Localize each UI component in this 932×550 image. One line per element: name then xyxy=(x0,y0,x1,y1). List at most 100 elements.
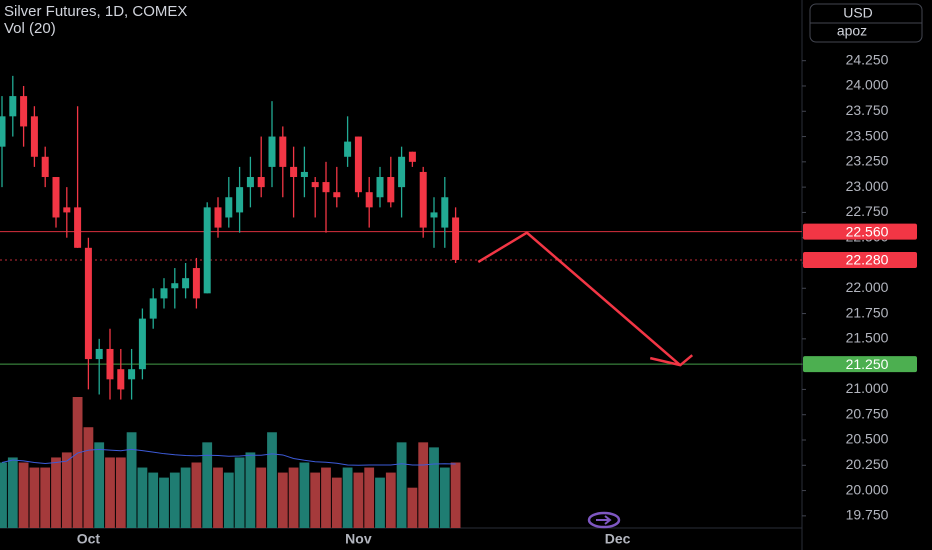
y-tick-label: 23.500 xyxy=(846,127,889,143)
candle-body xyxy=(20,96,28,127)
y-tick-label: 21.750 xyxy=(846,304,889,320)
candle-body xyxy=(268,136,276,167)
volume-bar xyxy=(234,457,245,528)
volume-bar xyxy=(299,462,310,528)
candle-body xyxy=(63,207,71,213)
volume-bar xyxy=(288,467,299,528)
y-tick-label: 23.250 xyxy=(846,153,889,169)
candle-body xyxy=(322,182,330,193)
candle-body xyxy=(344,141,352,157)
volume-bar xyxy=(331,477,342,528)
volume-bar xyxy=(202,442,213,528)
x-tick-label: Oct xyxy=(77,531,101,547)
volume-bar xyxy=(375,477,385,528)
candle-body xyxy=(311,182,319,188)
candle-body xyxy=(300,171,308,178)
volume-bar xyxy=(364,467,375,528)
volume-bar xyxy=(223,472,234,528)
volume-bar xyxy=(126,432,137,528)
y-tick-label: 21.000 xyxy=(846,380,889,396)
volume-bar xyxy=(180,467,191,528)
candle-body xyxy=(441,197,449,228)
volume-bar xyxy=(72,397,83,528)
price-badge-label: 22.280 xyxy=(846,252,889,268)
candle-body xyxy=(236,187,244,213)
volume-bar xyxy=(148,472,159,528)
candle-body xyxy=(149,298,157,319)
replay-icon[interactable] xyxy=(587,511,621,529)
volume-bar xyxy=(51,457,61,528)
candle-body xyxy=(225,197,233,218)
volume-bar xyxy=(40,467,51,528)
candle-body xyxy=(138,318,146,370)
volume-bar xyxy=(310,472,321,528)
candle-body xyxy=(106,348,114,380)
candle-body xyxy=(117,369,125,390)
price-badge xyxy=(803,356,917,373)
volume-bar xyxy=(137,467,148,528)
candle-body xyxy=(0,116,6,147)
volume-bar xyxy=(245,452,256,528)
volume-ma xyxy=(1,448,456,466)
candle-body xyxy=(419,171,427,228)
y-tick-label: 24.000 xyxy=(846,77,889,93)
plot xyxy=(0,397,461,528)
volume-bar xyxy=(396,442,407,528)
candle-body xyxy=(214,207,222,228)
candle-body xyxy=(203,207,211,294)
y-tick-label: 23.750 xyxy=(846,102,889,118)
x-tick-label: Dec xyxy=(605,531,631,547)
candle-body xyxy=(41,156,49,178)
candle-body xyxy=(365,192,373,208)
volume-bar xyxy=(342,467,353,528)
volume-bar xyxy=(450,462,461,528)
volume-bar xyxy=(7,457,18,528)
candle-body xyxy=(452,217,460,260)
candle-body xyxy=(354,136,362,193)
y-tick-label: 24.250 xyxy=(846,51,889,67)
candle-body xyxy=(128,369,136,380)
candle-body xyxy=(398,156,406,188)
volume-bar xyxy=(353,472,364,528)
candle-body xyxy=(387,177,395,203)
y-tick-label: 23.000 xyxy=(846,178,889,194)
candle-body xyxy=(257,177,265,188)
volume-bar xyxy=(385,472,396,528)
volume-bar xyxy=(277,472,288,528)
candle-body xyxy=(171,283,179,289)
chart-title: Silver Futures, 1D, COMEX xyxy=(4,3,187,20)
volume-bar xyxy=(159,477,169,528)
volume-label: Vol (20) xyxy=(4,20,56,37)
volume-bar xyxy=(213,467,223,528)
candle-body xyxy=(30,116,38,157)
candle-body xyxy=(192,268,200,299)
volume-bar xyxy=(105,457,115,528)
candle-body xyxy=(376,177,384,198)
y-tick-label: 22.000 xyxy=(846,279,889,295)
candle-body xyxy=(246,177,254,188)
volume-bar xyxy=(191,462,202,528)
volume-bar xyxy=(429,447,439,528)
y-tick-label: 21.500 xyxy=(846,330,889,346)
candle-body xyxy=(9,96,17,117)
candle-body xyxy=(279,136,287,167)
volume-bar xyxy=(439,467,450,528)
x-tick-label: Nov xyxy=(345,531,372,547)
volume-bar xyxy=(407,487,418,528)
price-badge xyxy=(803,251,917,268)
candle-body xyxy=(52,177,60,218)
y-tick-label: 20.750 xyxy=(846,405,889,421)
replay-ring xyxy=(587,511,621,529)
y-tick-label: 20.250 xyxy=(846,456,889,472)
candle-body xyxy=(84,247,92,360)
currency: USD xyxy=(843,5,873,21)
candle-body xyxy=(333,192,341,198)
candle-body xyxy=(95,348,103,360)
price-badge xyxy=(803,223,917,240)
replay-arrow xyxy=(596,515,612,525)
candle-body xyxy=(290,166,298,178)
candle-body xyxy=(182,278,190,289)
volume-bar xyxy=(418,442,429,528)
